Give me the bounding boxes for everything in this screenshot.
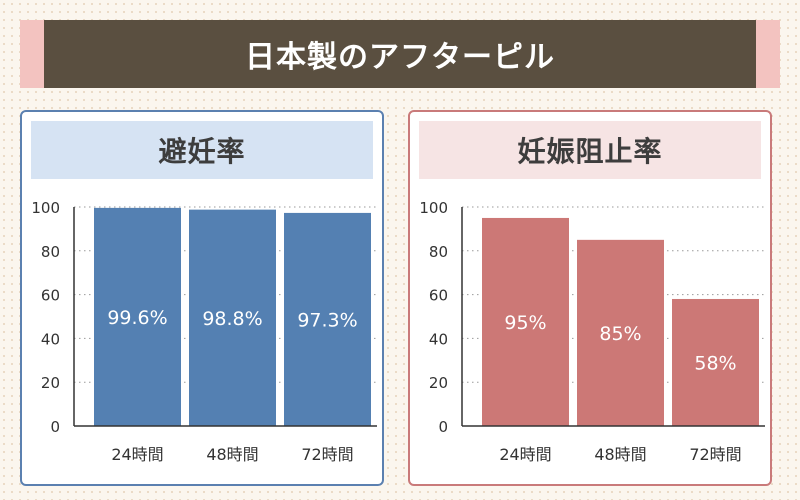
x-category-label: 48時間 bbox=[594, 445, 646, 464]
y-tick-label: 100 bbox=[31, 199, 60, 217]
x-category-label: 72時間 bbox=[689, 445, 741, 464]
bar-value-label: 98.8% bbox=[202, 308, 262, 330]
y-tick-label: 0 bbox=[438, 418, 448, 436]
y-tick-label: 60 bbox=[41, 287, 60, 305]
bar bbox=[189, 209, 276, 426]
bar bbox=[94, 207, 181, 426]
y-tick-label: 20 bbox=[41, 374, 60, 392]
x-category-label: 48時間 bbox=[206, 445, 258, 464]
contraception-rate-chart: 0 20 40 60 80 100 99.6% 24時間 98.8% 48時間 97.3% 72時間 bbox=[31, 199, 377, 464]
y-tick-label: 100 bbox=[419, 199, 448, 217]
x-category-label: 72時間 bbox=[301, 445, 353, 464]
y-tick-label: 40 bbox=[41, 330, 60, 348]
x-category-label: 24時間 bbox=[499, 445, 551, 464]
bar-value-label: 99.6% bbox=[107, 307, 167, 329]
bar bbox=[672, 298, 759, 426]
x-category-label: 24時間 bbox=[111, 445, 163, 464]
y-tick-label: 60 bbox=[429, 287, 448, 305]
contraception-rate-panel: 避妊率 0 20 40 60 80 100 99.6% 24時間 98.8% 48時間 97.3% 7… bbox=[20, 110, 384, 486]
bar-value-label: 58% bbox=[694, 352, 736, 374]
bar-value-label: 97.3% bbox=[297, 309, 357, 331]
pregnancy-prevention-chart: 0 20 40 60 80 100 95% 24時間 85% 48時間 58% 72時間 bbox=[419, 199, 765, 464]
bar bbox=[482, 217, 569, 426]
y-tick-label: 80 bbox=[41, 243, 60, 261]
pregnancy-prevention-panel: 妊娠阻止率 0 20 40 60 80 100 95% 24時間 85% 48時間 58% 72時間 bbox=[408, 110, 772, 486]
bar-value-label: 95% bbox=[504, 312, 546, 334]
y-tick-label: 40 bbox=[429, 330, 448, 348]
y-tick-label: 80 bbox=[429, 243, 448, 261]
y-tick-label: 0 bbox=[50, 418, 60, 436]
pregnancy-prevention-title: 妊娠阻止率 bbox=[419, 121, 761, 179]
title-banner: 日本製のアフターピル bbox=[20, 20, 780, 88]
y-tick-label: 20 bbox=[429, 374, 448, 392]
bar bbox=[577, 239, 664, 426]
bar-value-label: 85% bbox=[599, 323, 641, 345]
contraception-rate-title: 避妊率 bbox=[31, 121, 373, 179]
bar bbox=[284, 212, 371, 426]
page-title: 日本製のアフターピル bbox=[44, 20, 756, 88]
